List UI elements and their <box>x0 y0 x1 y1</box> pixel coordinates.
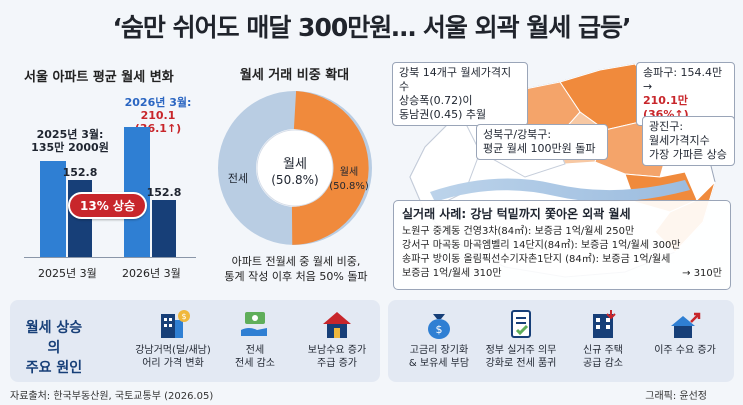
cause-2-line2: 전세 감소 <box>235 358 275 369</box>
cause-4-line1: 고금리 장기화 <box>409 345 469 356</box>
cause-7-line1: 이주 수요 증가 <box>654 345 716 356</box>
donut-center-line2: (50.8%) <box>271 173 319 187</box>
callout-songpa-line1: 송파구: 154.4만 → <box>643 66 723 93</box>
cause-item-4: $ 고금리 장기화 & 보유세 부담 <box>398 308 480 370</box>
money-bag-icon: $ <box>428 314 450 339</box>
cause-5-line1: 정부 실거주 의무 <box>485 345 557 356</box>
label-2025-line2: 135만 2000원 <box>31 141 109 154</box>
svg-text:$: $ <box>436 323 443 336</box>
bar-2026-secondary <box>152 200 176 257</box>
bar-chart-title: 서울 아파트 평균 월세 변화 <box>24 70 174 85</box>
cause-2-line1: 전세 <box>245 345 265 356</box>
donut-note-line1: 아파트 전월세 중 월세 비중, <box>231 255 361 268</box>
cause-4-line2: & 보유세 부담 <box>408 358 470 369</box>
increase-badge: 13% 상승 <box>68 192 147 219</box>
building-coin-icon: $ <box>161 310 190 338</box>
cause-3-line2: 주급 증가 <box>317 358 357 369</box>
source-text: 자료출처: 한국부동산원, 국토교통부 (2026.05) <box>10 391 214 402</box>
cause-item-1: $ 강남거먹(덜/새남) 어리 가격 변화 <box>132 308 214 370</box>
cause-6-line2: 공급 감소 <box>583 358 623 369</box>
causes-panel-right <box>388 300 734 382</box>
donut-note-line2: 통계 작성 이후 처음 50% 돌파 <box>224 270 368 283</box>
callout-gwangjin: 광진구: 월세가격지수 가장 가파른 상승 <box>642 116 735 166</box>
callout-seongbuk: 성북구/강북구: 평균 월세 100만원 돌파 <box>476 124 608 160</box>
chart-baseline <box>24 257 196 258</box>
money-hand-icon <box>241 312 267 336</box>
case-box: 실거래 사례: 강남 턱밑까지 쫓아온 외곽 월세 노원구 중계동 건영3차(8… <box>393 200 731 290</box>
apartment-icon <box>593 310 616 338</box>
callout-gwangjin-line1: 광진구: <box>649 120 684 133</box>
donut-label-jeonse: 전세 <box>227 172 249 185</box>
donut-title: 월세 거래 비중 확대 <box>239 68 350 83</box>
credit-text: 그래픽: 윤선정 <box>645 391 707 402</box>
case-line-4: 보증금 1억/월세 310만 → 310만 <box>402 267 722 281</box>
callout-gwangjin-line2: 월세가격지수 <box>649 134 710 147</box>
donut-note: 아파트 전월세 중 월세 비중, 통계 작성 이후 처음 50% 돌파 <box>212 254 380 284</box>
cause-item-3: 보남수요 증가 주급 증가 <box>296 308 378 370</box>
house-arrow-icon <box>671 312 701 338</box>
bar-2025-main <box>40 161 66 257</box>
label-2026-line2: 210.1 (36.1↑) <box>134 109 182 135</box>
callout-gwangjin-line3: 가장 가파른 상승 <box>649 148 727 161</box>
causes-label-line1: 월세 상승의 <box>25 320 83 356</box>
label-2025-line1: 2025년 3월: <box>36 128 104 141</box>
value-2025-secondary: 152.8 <box>62 166 98 179</box>
callout-seongbuk-line1: 성북구/강북구: <box>483 128 552 141</box>
cause-5-line2: 강화로 전세 품귀 <box>485 358 557 369</box>
callout-north-line1: 강북 14개구 월세가격지수 <box>399 66 512 93</box>
callout-seongbuk-line2: 평균 월세 100만원 돌파 <box>483 142 596 155</box>
case-line-3: 송파구 방이동 올림픽선수기자촌1단지 (84㎡): 보증금 1억/월세 <box>402 254 671 265</box>
cause-item-7: 이주 수요 증가 <box>644 308 726 357</box>
svg-text:$: $ <box>181 312 186 321</box>
case-line-2: 강서구 마곡동 마곡엠벨리 14단지(84㎡): 보증금 1억/월세 300만 <box>402 240 681 251</box>
donut-center-line1: 월세 <box>283 157 307 172</box>
cause-item-6: 신규 주택 공급 감소 <box>562 308 644 370</box>
donut-label-wolse-1: 월세 <box>339 167 359 178</box>
case-title: 실거래 사례: 강남 턱밑까지 쫓아온 외곽 월세 <box>402 207 631 221</box>
cause-item-2: 전세 전세 감소 <box>214 308 296 370</box>
page-title: ‘숨만 쉬어도 매달 300만원… 서울 외곽 월세 급등’ <box>112 13 631 42</box>
cause-1-line2: 어리 가격 변화 <box>142 358 204 369</box>
donut-label-wolse-2: (50.8%) <box>329 181 369 192</box>
donut-center <box>256 129 334 207</box>
case-line-1: 노원구 중계동 건영3차(84㎡): 보증금 1억/월세 250만 <box>402 226 635 237</box>
causes-label: 월세 상승의 주요 원인 <box>20 318 88 378</box>
causes-label-line2: 주요 원인 <box>25 360 83 376</box>
causes-panel-left <box>10 300 380 382</box>
cause-6-line1: 신규 주택 <box>583 345 623 356</box>
callout-north-line2: 상승폭(0.72)이 <box>399 94 473 107</box>
label-2026-line1: 2026년 3월: <box>124 96 192 109</box>
cause-3-line1: 보남수요 증가 <box>307 345 367 356</box>
han-river <box>430 178 690 202</box>
x-label-2025: 2025년 3월 <box>38 267 97 280</box>
case-line-4b: → 310만 <box>682 268 722 279</box>
case-line-4a: 보증금 1억/월세 310만 <box>402 268 502 279</box>
x-label-2026: 2026년 3월 <box>122 267 181 280</box>
document-check-icon <box>511 310 531 338</box>
value-2026-secondary: 152.8 <box>146 186 182 199</box>
slice-wolse <box>291 91 369 245</box>
callout-north-line3: 동남권(0.45) 추월 <box>399 108 487 121</box>
house-icon <box>323 312 351 338</box>
cause-item-5: 정부 실거주 의무 강화로 전세 품귀 <box>480 308 562 370</box>
callout-north: 강북 14개구 월세가격지수 상승폭(0.72)이 동남권(0.45) 추월 <box>392 62 528 126</box>
donut-chart <box>218 91 372 245</box>
cause-1-line1: 강남거먹(덜/새남) <box>135 345 211 356</box>
